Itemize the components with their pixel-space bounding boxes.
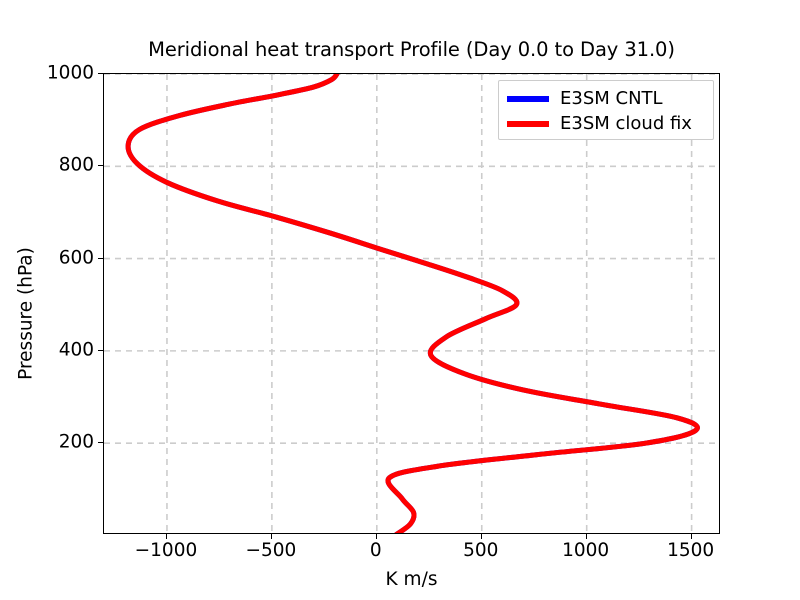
plot-area [103, 73, 720, 534]
y-tick-label: 400 [58, 339, 94, 361]
x-tick-label: 0 [369, 540, 382, 561]
x-tick-mark [690, 534, 692, 539]
x-tick-label: 1500 [667, 540, 715, 561]
legend-item-cloud-fix[interactable]: E3SM cloud fix [507, 111, 705, 136]
x-tick-mark [270, 534, 272, 539]
legend-label-cloud-fix: E3SM cloud fix [560, 112, 692, 134]
x-tick-mark [585, 534, 587, 539]
y-tick-label: 1000 [46, 62, 94, 84]
x-tick-mark [480, 534, 482, 539]
x-axis-label: K m/s [385, 569, 438, 590]
chart-legend[interactable]: E3SM CNTL E3SM cloud fix [498, 80, 714, 140]
x-tick-label: −1000 [134, 540, 198, 561]
y-tick-mark [98, 165, 103, 167]
x-tick-mark [165, 534, 167, 539]
y-tick-mark [98, 257, 103, 259]
y-tick-label: 200 [58, 431, 94, 453]
y-tick-mark [98, 442, 103, 444]
chart-title: Meridional heat transport Profile (Day 0… [148, 38, 675, 61]
series-line-cntl [125, 74, 700, 533]
y-tick-label: 800 [58, 154, 94, 176]
legend-swatch-cloud-fix [507, 120, 549, 127]
series-line-cloud-fix [125, 74, 700, 533]
y-axis-label: Pressure (hPa) [15, 247, 37, 380]
y-tick-mark [98, 73, 103, 74]
legend-item-cntl[interactable]: E3SM CNTL [507, 86, 705, 111]
y-tick-mark [98, 349, 103, 351]
curve-layer [125, 74, 700, 533]
x-tick-label: 1000 [562, 540, 610, 561]
legend-swatch-cntl [507, 95, 549, 102]
x-tick-mark [375, 534, 377, 539]
y-tick-label: 600 [58, 247, 94, 269]
x-tick-label: 500 [463, 540, 499, 561]
x-tick-label: −500 [245, 540, 297, 561]
legend-label-cntl: E3SM CNTL [560, 87, 663, 109]
